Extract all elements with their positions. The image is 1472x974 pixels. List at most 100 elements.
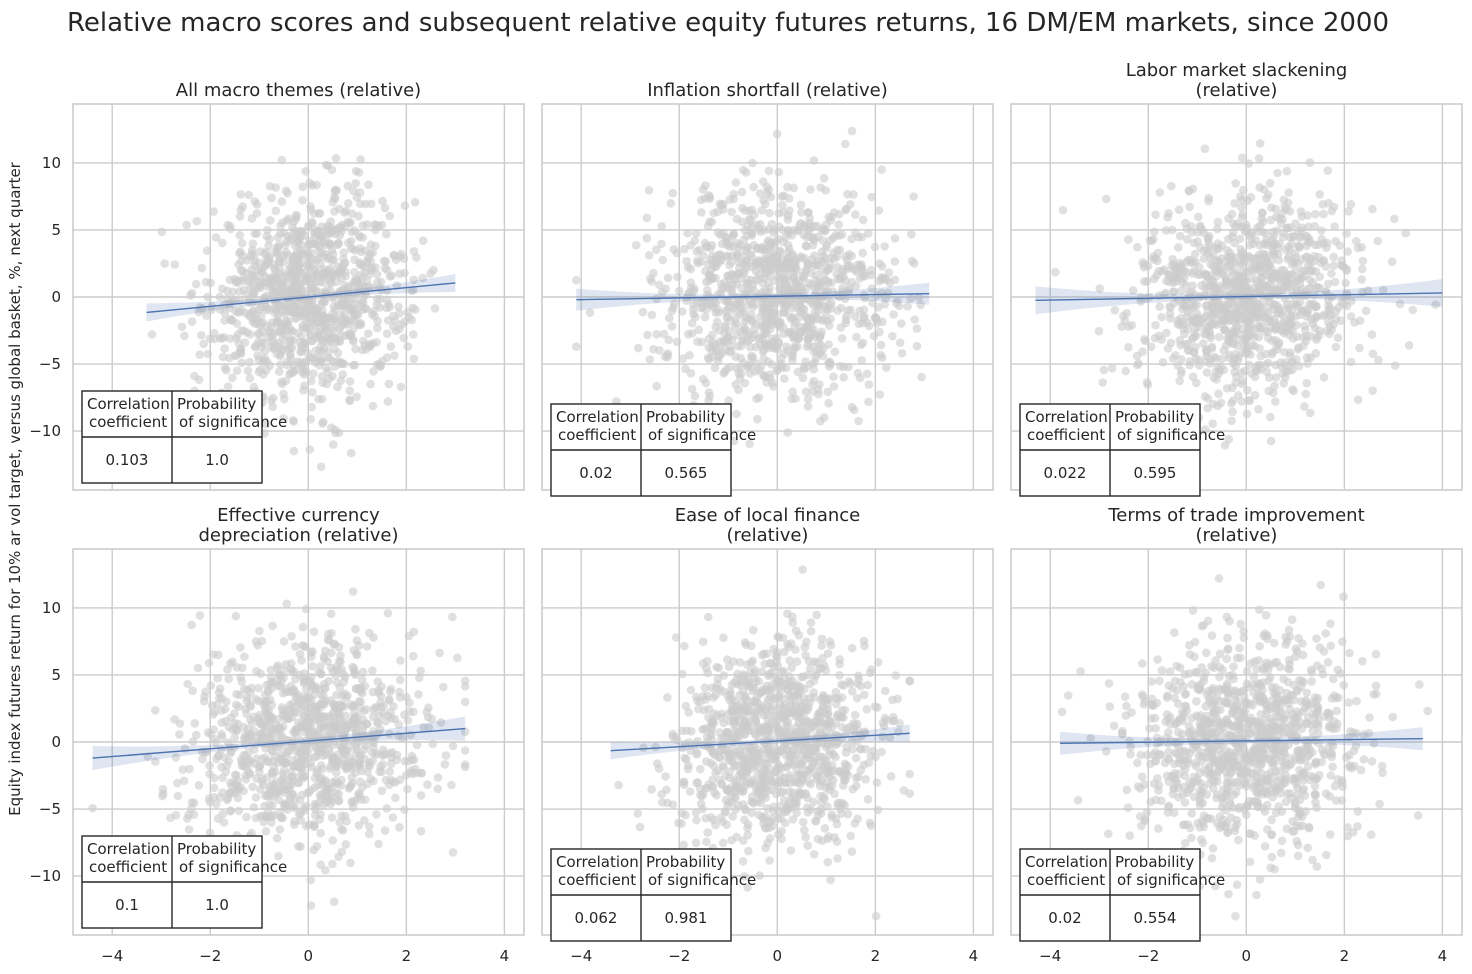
scatter-point xyxy=(1301,389,1311,399)
scatter-point xyxy=(333,240,342,250)
scatter-point xyxy=(282,288,291,297)
table-header-correlation: Correlation coefficient xyxy=(556,408,639,444)
scatter-point xyxy=(330,192,339,202)
scatter-point xyxy=(460,762,470,772)
scatter-point xyxy=(218,773,227,782)
scatter-point xyxy=(692,247,702,256)
scatter-point xyxy=(384,300,394,309)
scatter-point xyxy=(664,335,673,345)
scatter-point xyxy=(273,292,282,302)
panel-title: Effective currency depreciation (relative… xyxy=(198,505,398,546)
scatter-point xyxy=(1180,273,1189,282)
scatter-point xyxy=(322,230,332,239)
scatter-point xyxy=(323,367,333,376)
scatter-point xyxy=(1229,219,1238,228)
scatter-point xyxy=(1301,325,1310,335)
scatter-point xyxy=(264,252,274,262)
scatter-point xyxy=(343,199,353,208)
scatter-point xyxy=(280,394,289,404)
x-tick-label: −2 xyxy=(199,947,221,965)
scatter-point xyxy=(1311,209,1320,219)
scatter-point xyxy=(1122,309,1131,318)
scatter-point xyxy=(416,826,426,836)
scatter-point xyxy=(705,391,715,401)
scatter-point xyxy=(1189,333,1198,342)
scatter-point xyxy=(337,359,347,369)
scatter-point xyxy=(334,852,343,861)
scatter-point xyxy=(796,328,805,337)
scatter-point xyxy=(267,343,276,352)
scatter-point xyxy=(811,353,821,363)
scatter-point xyxy=(728,335,737,345)
scatter-point xyxy=(1166,303,1175,312)
scatter-point xyxy=(1171,277,1181,286)
scatter-point xyxy=(1128,286,1138,295)
scatter-point xyxy=(278,379,287,389)
scatter-point xyxy=(1310,222,1320,231)
scatter-point xyxy=(572,275,581,285)
scatter-point xyxy=(644,186,654,195)
scatter-point xyxy=(723,306,733,315)
scatter-point xyxy=(784,194,794,203)
scatter-point xyxy=(306,901,316,910)
scatter-point xyxy=(1271,204,1280,214)
scatter-point xyxy=(795,302,804,311)
scatter-point xyxy=(702,837,711,847)
scatter-point xyxy=(1309,257,1319,266)
scatter-point xyxy=(286,354,296,364)
scatter-point xyxy=(741,325,750,335)
scatter-point xyxy=(175,730,184,739)
scatter-point xyxy=(283,704,293,714)
panel-title: All macro themes (relative) xyxy=(176,80,421,101)
probability-of-significance-value: 0.565 xyxy=(665,464,708,482)
y-tick-label: 0 xyxy=(51,288,61,306)
scatter-point xyxy=(1207,320,1217,329)
scatter-point xyxy=(1151,210,1160,219)
scatter-point xyxy=(199,339,208,349)
scatter-point xyxy=(1098,378,1107,387)
scatter-point xyxy=(877,262,887,271)
scatter-point xyxy=(325,354,335,364)
scatter-point xyxy=(308,280,317,289)
scatter-point xyxy=(236,190,246,199)
scatter-point xyxy=(305,698,314,707)
scatter-point xyxy=(1175,376,1184,386)
scatter-point xyxy=(235,230,245,240)
scatter-point xyxy=(820,824,830,833)
scatter-point xyxy=(827,298,836,308)
scatter-point xyxy=(687,384,697,394)
scatter-point xyxy=(764,255,773,265)
scatter-point xyxy=(725,242,735,251)
scatter-point xyxy=(1182,294,1191,303)
scatter-point xyxy=(392,750,402,760)
scatter-point xyxy=(747,228,756,237)
scatter-point xyxy=(740,378,749,388)
scatter-point xyxy=(232,781,242,790)
scatter-point xyxy=(1208,313,1217,322)
scatter-point xyxy=(631,240,641,250)
scatter-point xyxy=(880,242,889,251)
scatter-point xyxy=(261,419,271,429)
scatter-point xyxy=(312,744,321,754)
scatter-point xyxy=(642,213,652,223)
scatter-point xyxy=(816,183,825,192)
scatter-point xyxy=(215,684,225,693)
scatter-point xyxy=(368,401,378,411)
scatter-point xyxy=(751,342,761,352)
scatter-point xyxy=(324,274,334,283)
scatter-point xyxy=(319,417,328,427)
scatter-point xyxy=(289,446,299,456)
scatter-point xyxy=(298,641,307,650)
scatter-point xyxy=(357,675,367,684)
scatter-point xyxy=(220,308,230,318)
scatter-point xyxy=(1311,349,1321,358)
scatter-point xyxy=(664,313,674,323)
scatter-point xyxy=(297,226,306,236)
scatter-point xyxy=(280,309,290,319)
scatter-point xyxy=(147,330,157,339)
scatter-point xyxy=(428,739,438,749)
scatter-point xyxy=(785,206,794,215)
scatter-point xyxy=(677,307,687,316)
scatter-point xyxy=(368,307,378,316)
scatter-point xyxy=(1236,222,1245,231)
